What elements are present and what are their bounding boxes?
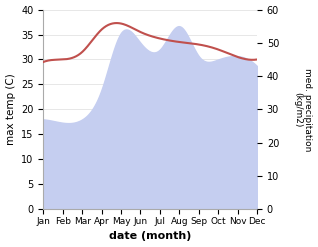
- Y-axis label: max temp (C): max temp (C): [5, 74, 16, 145]
- X-axis label: date (month): date (month): [109, 231, 191, 242]
- Y-axis label: med. precipitation
(kg/m2): med. precipitation (kg/m2): [293, 68, 313, 151]
